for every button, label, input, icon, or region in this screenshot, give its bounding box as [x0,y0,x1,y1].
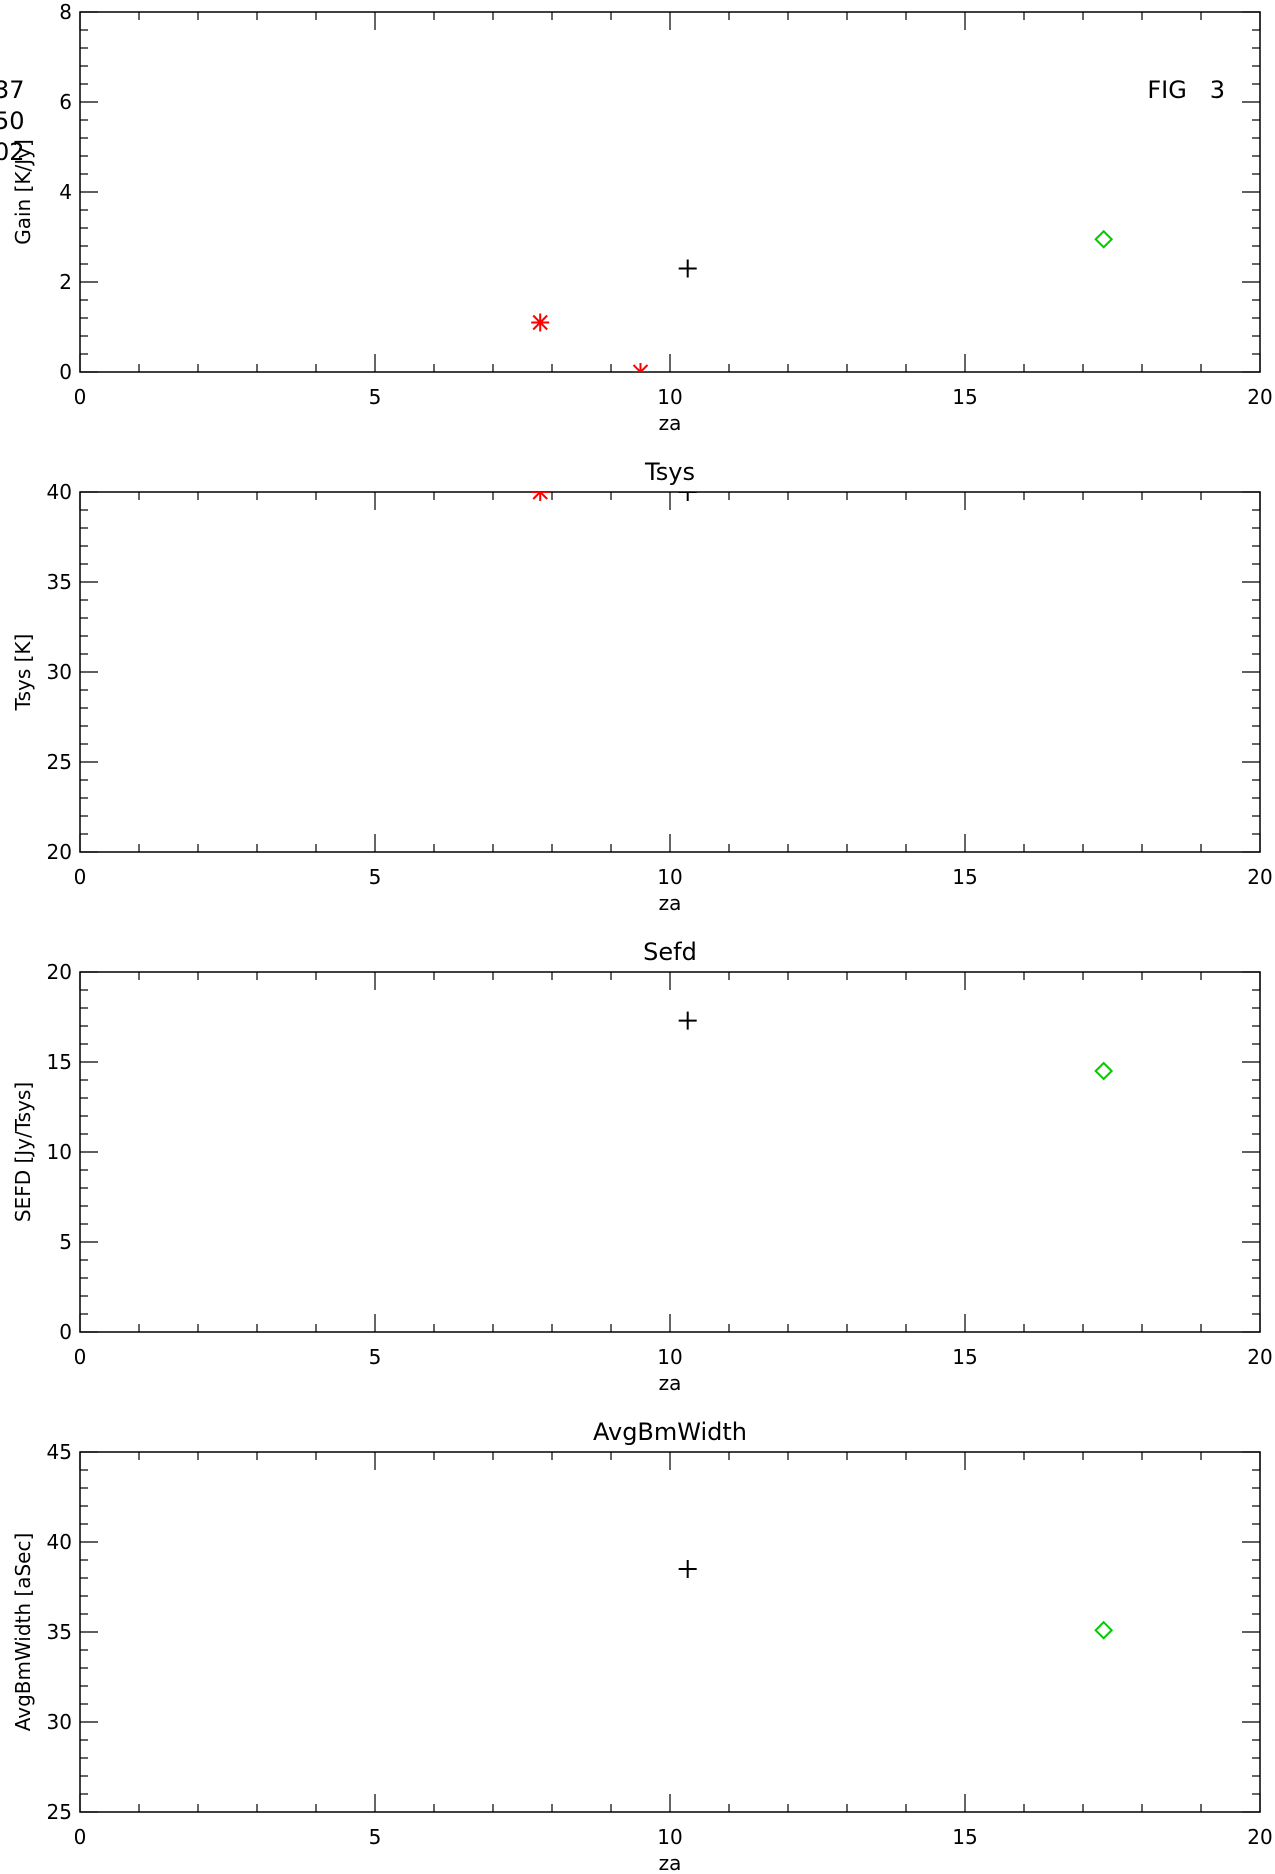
data-points [531,229,1114,372]
chart-panel-1: 0 5 10 15 20 0 2 4 6 8 za Gain [K/Jy] [11,0,1273,435]
data-point-s1-1 [678,259,697,278]
y-axis-label: Gain [K/Jy] [11,139,35,245]
x-tick-label: 10 [657,385,682,409]
x-tick-label: 15 [952,385,977,409]
y-tick-label: 35 [47,1620,72,1644]
x-tick-label: 20 [1247,385,1272,409]
x-tick-label: 10 [657,865,682,889]
y-axis-ticks [80,11,1260,373]
y-axis-ticks [80,971,1260,1333]
x-tick-label: 20 [1247,1345,1272,1369]
x-tick-label: 10 [657,1345,682,1369]
y-tick-label: 35 [47,570,72,594]
y-tick-label: 30 [47,1710,72,1734]
y-tick-label: 45 [47,1440,72,1464]
data-point-s2-1 [531,492,550,501]
chart-title: Sefd [643,938,697,966]
x-tick-label: 15 [952,1345,977,1369]
data-point-s2-1 [531,313,550,332]
x-tick-label: 15 [952,865,977,889]
x-tick-label: 0 [74,385,87,409]
x-tick-label: 5 [369,385,382,409]
data-point-s1-1 [678,1011,697,1030]
y-tick-label: 20 [47,840,72,864]
data-point-s2-1 [1094,1620,1114,1640]
x-axis-ticks [79,492,1261,852]
y-axis-label: SEFD [Jy/Tsys] [11,1082,35,1222]
y-axis-ticks [80,491,1260,853]
y-tick-label: 30 [47,660,72,684]
y-axis-label: AvgBmWidth [aSec] [11,1533,35,1732]
x-axis-label: za [659,1371,682,1395]
y-axis-label: Tsys [K] [11,634,35,712]
x-tick-label: 0 [74,1825,87,1849]
y-tick-label: 25 [47,750,72,774]
data-point-s2-1 [1094,1061,1114,1081]
y-axis-ticks [80,1451,1260,1813]
plot-frame [79,971,1261,1333]
x-tick-label: 5 [369,1825,382,1849]
chart-title: Tsys [644,458,695,486]
x-tick-label: 0 [74,865,87,889]
x-tick-label: 10 [657,1825,682,1849]
chart-panel-3: 0 5 10 15 20 0 5 10 15 20 Sefd za SEFD [Jy/Tsys] [11,938,1273,1395]
data-points [678,1560,1114,1640]
x-axis-ticks [79,972,1261,1332]
y-tick-label: 8 [59,0,72,24]
data-point-s3-1 [1094,229,1114,249]
legend-entry-1: 37 [0,76,25,104]
x-axis-label: za [659,411,682,435]
x-axis-label: za [659,891,682,915]
data-points [531,492,697,501]
y-tick-label: 5 [59,1230,72,1254]
plot-frame [79,1451,1261,1813]
y-tick-label: 0 [59,360,72,384]
y-tick-label: 40 [47,480,72,504]
legend-entry-3: 02 [0,138,25,166]
legend-entry-2: 50 [0,107,25,135]
y-tick-label: 20 [47,960,72,984]
y-tick-label: 6 [59,90,72,114]
x-tick-label: 5 [369,1345,382,1369]
figure-label: FIG 3 [1147,76,1225,104]
data-point-s1-1 [678,1560,697,1578]
x-axis-ticks [79,12,1261,372]
x-axis-ticks [79,1452,1261,1812]
x-tick-label: 20 [1247,1825,1272,1849]
plot-frame [79,11,1261,373]
plot-frame [79,491,1261,853]
chart-panel-4: 0 5 10 15 20 25 30 35 40 45 AvgBmWidth za AvgBmWidth… [11,1418,1273,1874]
x-tick-label: 0 [74,1345,87,1369]
x-tick-label: 15 [952,1825,977,1849]
legend: 37 50 02 [0,76,25,166]
x-tick-label: 5 [369,865,382,889]
data-point-s1-1 [678,492,697,501]
y-tick-label: 0 [59,1320,72,1344]
x-axis-label: za [659,1851,682,1874]
data-point-s2-2 [631,363,650,372]
y-tick-label: 25 [47,1800,72,1824]
chart-panel-2: 0 5 10 15 20 20 25 30 35 40 Tsys za Tsys [K] [11,458,1273,915]
y-tick-label: 10 [47,1140,72,1164]
y-tick-label: 15 [47,1050,72,1074]
y-tick-label: 4 [59,180,72,204]
chart-title: AvgBmWidth [593,1418,747,1446]
y-tick-label: 2 [59,270,72,294]
data-points [678,1011,1114,1081]
x-tick-label: 20 [1247,865,1272,889]
y-tick-label: 40 [47,1530,72,1554]
